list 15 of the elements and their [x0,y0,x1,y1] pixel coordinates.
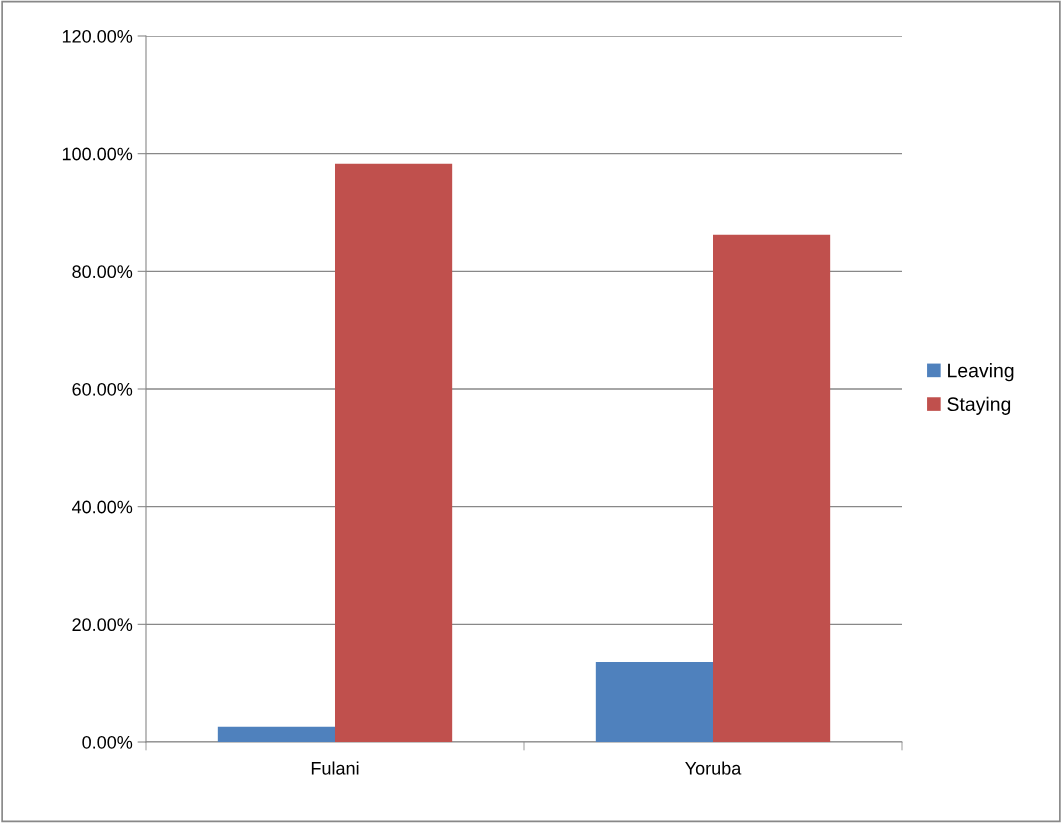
bar [713,234,831,742]
bar [217,726,335,742]
bar [335,163,453,742]
y-tick-label: 120.00% [62,29,133,43]
legend-label: Leaving [948,363,1014,382]
x-tick-label: Fulani [311,761,359,775]
legend-label: Staying [947,396,1011,415]
bar [595,661,713,742]
x-tick-label: Yoruba [685,761,742,775]
y-tick-label: 60.00% [72,382,133,396]
y-tick-label: 100.00% [62,147,133,161]
y-tick-label: 80.00% [72,265,133,279]
y-tick-label: 20.00% [72,618,133,632]
y-tick-label: 40.00% [71,500,133,514]
y-tick-label: 0.00% [82,735,133,749]
